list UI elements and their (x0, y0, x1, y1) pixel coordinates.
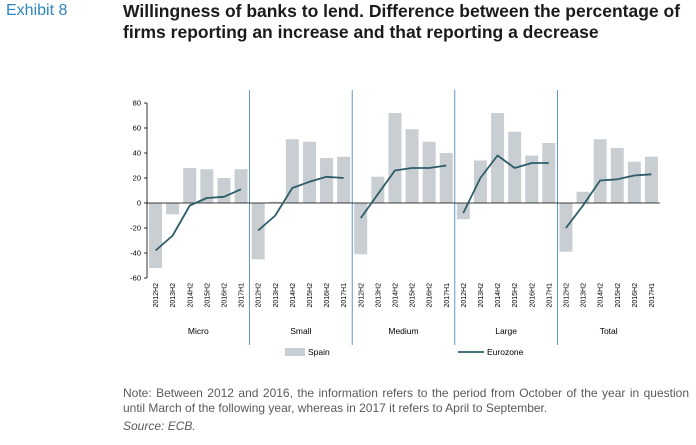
bar-spain (525, 155, 539, 203)
bar-spain (627, 161, 641, 203)
bar-spain (251, 203, 265, 260)
bar-spain (491, 113, 505, 203)
bar-spain (405, 129, 419, 203)
x-tick-label: 2012H2 (256, 283, 263, 308)
y-tick-label: -40 (130, 249, 141, 258)
x-tick-label: 2012H2 (358, 283, 365, 308)
bar-spain (200, 169, 214, 203)
x-tick-label: 2016H2 (632, 283, 639, 308)
legend-label-eurozone: Eurozone (487, 347, 524, 357)
x-tick-label: 2016H2 (324, 283, 331, 308)
x-tick-label: 2012H2 (563, 283, 570, 308)
y-tick-label: 0 (137, 199, 141, 208)
group-label: Micro (188, 326, 209, 336)
x-tick-label: 2015H2 (615, 283, 622, 308)
y-tick-label: -60 (130, 274, 141, 283)
bar-spain (183, 168, 197, 203)
chart-title: Willingness of banks to lend. Difference… (123, 1, 681, 42)
group-label: Large (495, 326, 517, 336)
bar-spain (473, 160, 487, 203)
bar-spain (302, 141, 316, 203)
bar-spain (320, 158, 334, 203)
x-tick-label: 2017H1 (649, 283, 656, 308)
bar-spain (610, 148, 624, 203)
x-tick-label: 2014H2 (495, 283, 502, 308)
bar-line-chart: -60 -40 -20 0 20 40 60 80 2012H2 2013H2 2014H2 2015… (130, 90, 660, 357)
x-tick-label: 2014H2 (598, 283, 605, 308)
line-eurozone (257, 175, 344, 232)
bar-spain (149, 203, 163, 268)
bar-spain (217, 178, 231, 203)
line-eurozone (360, 164, 447, 219)
exhibit-label: Exhibit 8 (6, 2, 68, 19)
bar-spain (337, 156, 351, 203)
bar-spain (388, 113, 402, 203)
bar-spain (166, 203, 180, 215)
bar-spain (593, 139, 607, 203)
x-tick-label: 2016H2 (221, 283, 228, 308)
x-tick-label: 2013H2 (273, 283, 280, 308)
bar-spain (422, 141, 436, 203)
line-eurozone (565, 173, 652, 229)
group-label: Total (600, 326, 618, 336)
x-tick-label: 2017H1 (546, 283, 553, 308)
x-tick-label: 2013H2 (170, 283, 177, 308)
bar-spain (439, 153, 453, 203)
x-tick-label: 2015H2 (512, 283, 519, 308)
bar-spain (542, 143, 556, 203)
x-tick-label: 2016H2 (529, 283, 536, 308)
x-tick-label: 2017H1 (239, 283, 246, 308)
line-eurozone (155, 188, 242, 252)
x-tick-label: 2016H2 (427, 283, 434, 308)
bar-spain (285, 139, 299, 203)
x-tick-label: 2015H2 (204, 283, 211, 308)
x-tick-label: 2014H2 (392, 283, 399, 308)
footnote: Note: Between 2012 and 2016, the informa… (123, 386, 689, 415)
y-tick-label: 80 (133, 99, 141, 108)
bar-spain (234, 169, 248, 203)
y-tick-label: 40 (133, 149, 141, 158)
x-tick-label: 2012H2 (461, 283, 468, 308)
x-tick-label: 2015H2 (307, 283, 314, 308)
y-tick-label: 60 (133, 124, 141, 133)
y-tick-label: -20 (130, 224, 141, 233)
bar-spain (371, 176, 385, 203)
x-tick-label: 2014H2 (187, 283, 194, 308)
x-tick-label: 2013H2 (581, 283, 588, 308)
line-eurozone (462, 154, 549, 214)
x-tick-label: 2013H2 (478, 283, 485, 308)
x-tick-label: 2012H2 (153, 283, 160, 308)
group-label: Small (290, 326, 311, 336)
bar-spain (576, 191, 590, 203)
group-label: Medium (388, 326, 418, 336)
bar-spain (644, 156, 658, 203)
bar-spain (268, 201, 282, 203)
x-tick-label: 2014H2 (290, 283, 297, 308)
legend-label-spain: Spain (308, 347, 330, 357)
x-tick-label: 2015H2 (410, 283, 417, 308)
y-tick-label: 20 (133, 174, 141, 183)
x-tick-label: 2017H1 (341, 283, 348, 308)
bar-spain (354, 203, 368, 255)
x-tick-label: 2013H2 (375, 283, 382, 308)
legend-swatch-spain (285, 348, 305, 356)
source-note: Source: ECB. (123, 419, 196, 433)
x-tick-label: 2017H1 (444, 283, 451, 308)
